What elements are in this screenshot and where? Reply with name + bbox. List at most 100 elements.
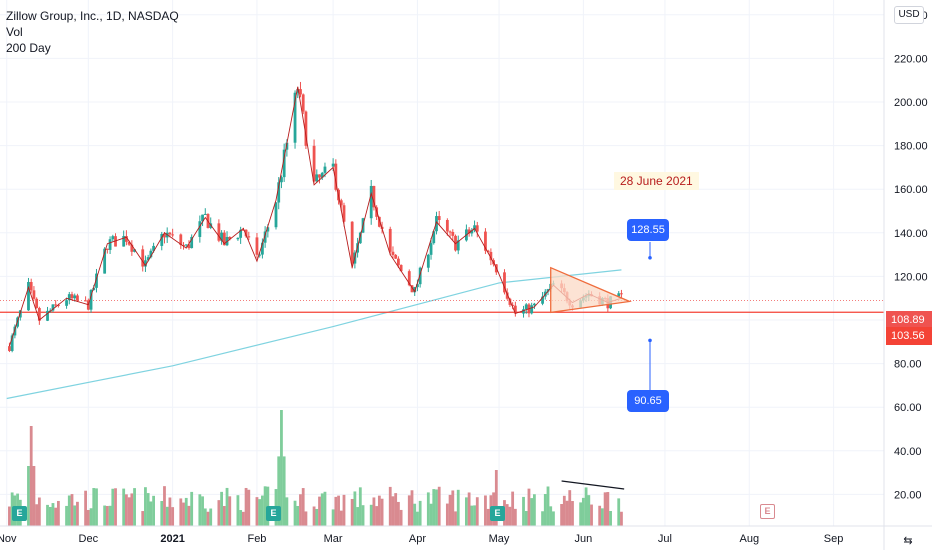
candle-body — [429, 243, 433, 255]
volume-bar — [413, 503, 417, 526]
candle-body — [503, 272, 506, 293]
volume-bar — [465, 497, 468, 526]
volume-bar — [565, 500, 569, 526]
candle-body — [508, 298, 512, 305]
candle-body — [149, 250, 153, 258]
price-axis: 20.0040.0060.0080.00100.00120.00140.0016… — [883, 0, 928, 550]
volume-bar — [451, 490, 455, 526]
volume-bar — [312, 506, 316, 526]
volume-bar — [103, 505, 107, 526]
volume-bar — [27, 466, 30, 526]
volume-bar — [76, 501, 79, 526]
earnings-marker-nov[interactable]: E — [12, 506, 27, 521]
volume-bar — [315, 508, 319, 526]
candle-body — [274, 202, 278, 228]
volume-bar — [57, 500, 60, 526]
projection-point — [648, 338, 652, 343]
candle-body — [282, 149, 286, 178]
volume-bar — [222, 506, 226, 526]
chart-legend: Zillow Group, Inc., 1D, NASDAQ Vol 200 D… — [6, 8, 179, 56]
time-tick-label: Aug — [739, 533, 759, 545]
candle-body — [141, 249, 145, 267]
price-tick-label: 180.00 — [894, 141, 928, 153]
time-axis: Nov Dec 2021 Feb Mar Apr May Jun Jul Aug Sep — [0, 525, 932, 545]
volume-bar — [247, 489, 251, 526]
volume-bar — [8, 506, 11, 526]
volume-bar — [601, 508, 604, 526]
volume-bar — [508, 506, 512, 526]
time-tick-label: Sep — [824, 533, 844, 545]
candle-body — [513, 305, 517, 314]
volume-bar — [299, 494, 302, 526]
candle-body — [394, 254, 398, 259]
price-tick-label: 80.00 — [894, 359, 922, 371]
volume-bar — [73, 505, 77, 526]
candle-body — [152, 245, 155, 251]
volume-bar — [171, 507, 175, 526]
volume-bar — [92, 488, 96, 526]
candle-body — [445, 220, 449, 232]
candle-body — [437, 216, 441, 221]
candle-body — [413, 287, 417, 293]
candle-body — [92, 287, 96, 291]
time-tick-label: Dec — [79, 533, 99, 545]
candle-body — [399, 264, 403, 272]
candle-body — [111, 236, 115, 240]
volume-bar — [285, 497, 289, 526]
volume-bar — [141, 511, 145, 526]
volume-bar — [108, 505, 112, 526]
candle-body — [397, 258, 400, 265]
candle-body — [241, 229, 245, 231]
candle-body — [201, 214, 204, 222]
candle-body — [533, 303, 536, 306]
volume-bar — [160, 501, 164, 526]
volume-bar — [513, 508, 517, 526]
candle-body — [236, 237, 240, 240]
volume-bar — [571, 501, 574, 526]
candle-body — [293, 92, 297, 143]
candle-body — [426, 254, 430, 268]
candle-body — [467, 229, 471, 234]
candle-body — [541, 296, 544, 304]
volume-bar — [182, 502, 185, 526]
candle-body — [391, 251, 395, 255]
candle-body — [32, 290, 36, 299]
earnings-marker-feb[interactable]: E — [266, 506, 281, 521]
earnings-marker-aug[interactable]: E — [760, 504, 775, 519]
volume-bar — [470, 505, 474, 526]
volume-bar — [358, 487, 362, 526]
candle-body — [247, 236, 251, 238]
volume-bar — [206, 511, 210, 526]
candle-body — [261, 242, 264, 255]
candle-body — [388, 228, 392, 252]
candle-body — [54, 304, 58, 306]
target-up-label: 128.55 — [627, 219, 669, 241]
volume-bar — [560, 503, 563, 526]
volume-bar — [484, 495, 487, 526]
volume-bar — [429, 503, 433, 526]
volume-bar — [620, 511, 623, 526]
volume-bar — [473, 505, 476, 526]
candle-body — [524, 304, 528, 310]
volume-bar — [410, 490, 414, 526]
volume-bar — [356, 507, 359, 526]
volume-bar — [323, 491, 327, 526]
candle-body — [285, 142, 289, 150]
volume-bar — [486, 508, 490, 526]
volume-bar — [372, 497, 376, 526]
candle-body — [27, 282, 30, 311]
volume-bar — [549, 506, 553, 526]
time-tick-label: Mar — [324, 533, 343, 545]
candle-body — [435, 216, 438, 232]
time-axis-settings-icon[interactable]: ⇆ — [903, 535, 913, 547]
volume-bar — [318, 496, 321, 526]
currency-button[interactable]: USD — [894, 6, 924, 24]
earnings-marker-may[interactable]: E — [490, 506, 505, 521]
candle-body — [163, 233, 166, 238]
candle-body — [432, 231, 436, 244]
volume-bar — [552, 511, 555, 526]
price-tick-label: 140.00 — [894, 228, 928, 240]
candle-body — [473, 225, 476, 231]
candle-body — [244, 229, 248, 237]
